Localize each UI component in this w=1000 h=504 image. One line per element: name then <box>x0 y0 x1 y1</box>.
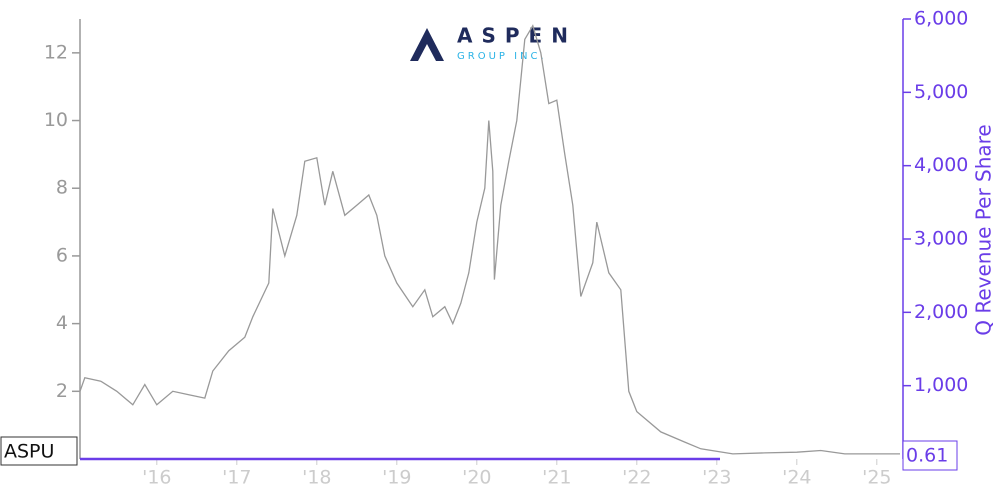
x-tick-label: '22 <box>622 467 651 489</box>
logo: ASPEN GROUP INC. <box>410 24 577 62</box>
x-tick-label: '19 <box>382 467 411 489</box>
value-tag: 0.61 <box>906 445 948 467</box>
y-tick-label: 2 <box>56 380 68 402</box>
y2-tick-label: 1,000 <box>914 374 968 396</box>
y2-tick-label: 6,000 <box>914 8 968 30</box>
y-tick-label: 12 <box>44 41 68 63</box>
x-tick-label: '17 <box>222 467 251 489</box>
y2-tick-label: 5,000 <box>914 81 968 103</box>
logo-mark <box>410 28 444 61</box>
x-tick-label: '18 <box>302 467 331 489</box>
logo-text: ASPEN <box>457 24 577 48</box>
y2-axis-label: Q Revenue Per Share <box>972 124 996 336</box>
y-tick-label: 8 <box>56 177 68 199</box>
y2-tick-label: 4,000 <box>914 154 968 176</box>
x-tick-label: '16 <box>142 467 171 489</box>
x-tick-label: '23 <box>702 467 731 489</box>
series-line <box>79 24 900 455</box>
logo-subtext: GROUP INC. <box>457 51 547 62</box>
y-tick-label: 10 <box>44 109 68 131</box>
y2-tick-label: 3,000 <box>914 228 968 250</box>
y-tick-label: 6 <box>56 244 68 266</box>
x-tick-label: '25 <box>862 467 891 489</box>
x-tick-label: '21 <box>542 467 571 489</box>
y2-tick-label: 2,000 <box>914 301 968 323</box>
x-tick-label: '24 <box>782 467 811 489</box>
value-tag-box <box>902 440 958 471</box>
x-tick-label: '20 <box>462 467 491 489</box>
series-tag: ASPU <box>4 441 54 463</box>
series-tag-box <box>0 436 78 466</box>
y-tick-label: 4 <box>56 312 68 334</box>
